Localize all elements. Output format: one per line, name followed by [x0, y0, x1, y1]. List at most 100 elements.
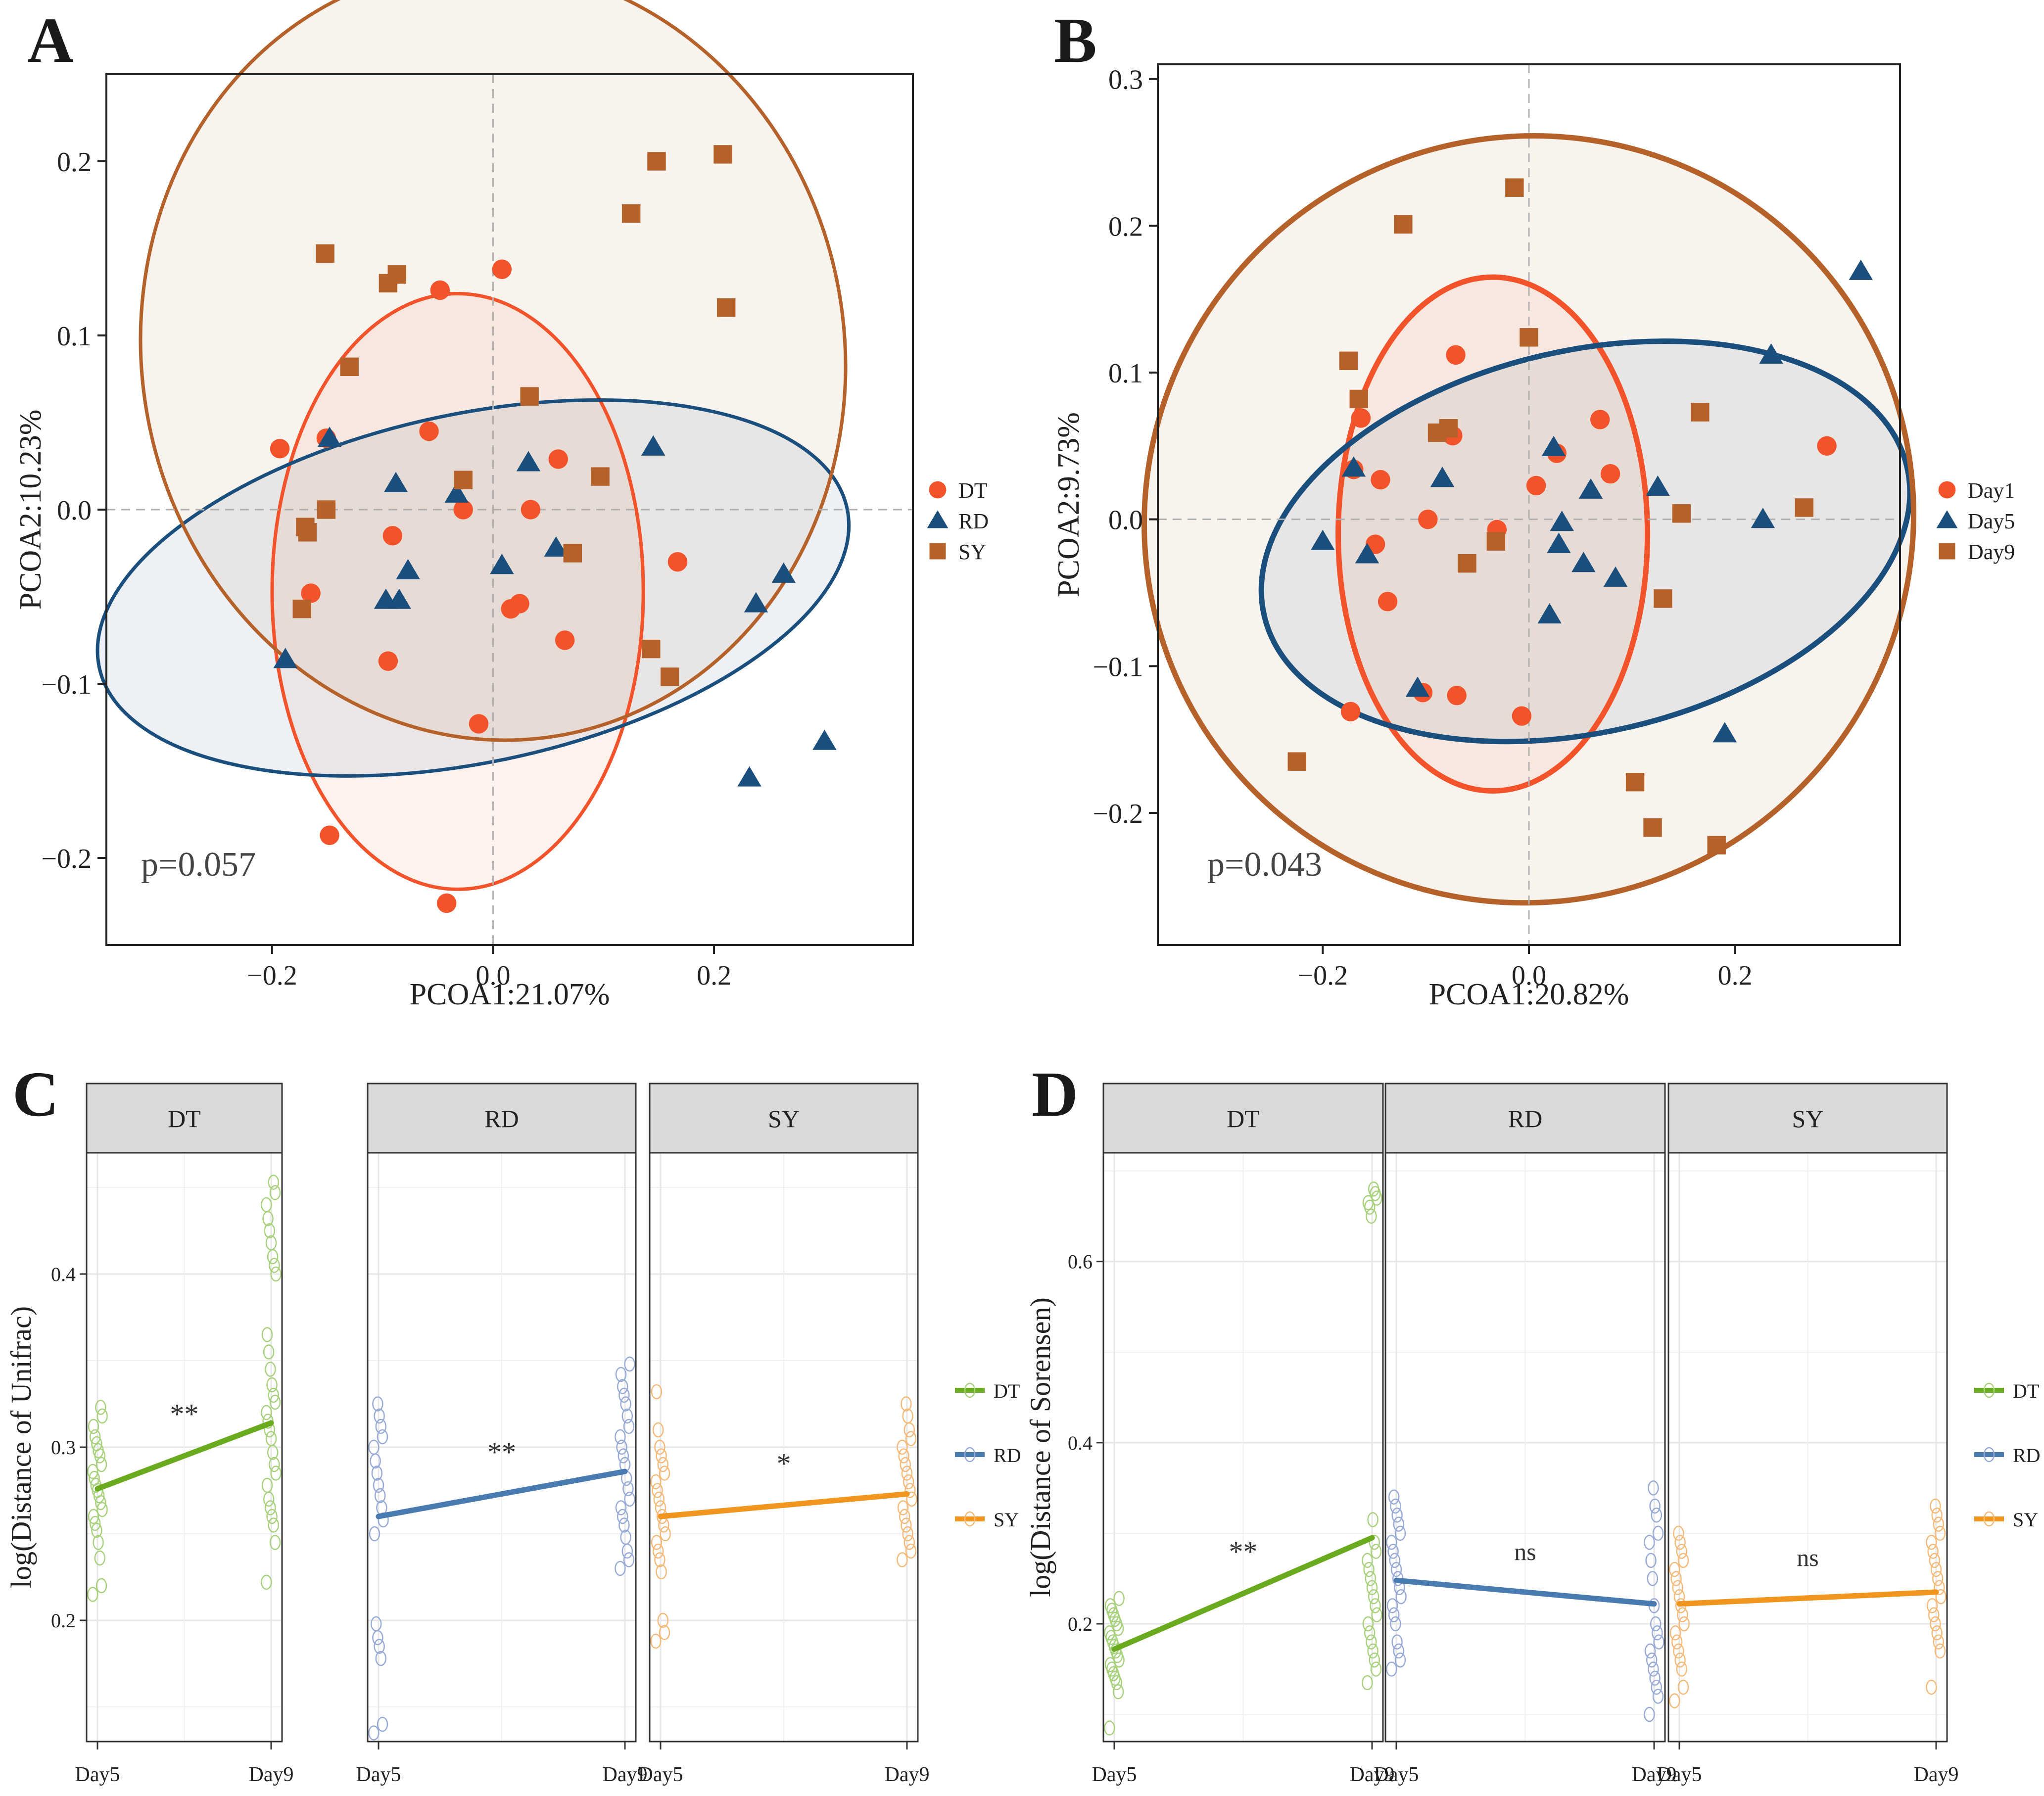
- data-point-day5: [1673, 1525, 1684, 1541]
- facet-strip-label: SY: [768, 1105, 800, 1133]
- data-point-sy: [520, 387, 539, 406]
- data-point-day9: [1926, 1679, 1937, 1695]
- data-point-day5: [651, 1384, 663, 1400]
- data-point-day9: [617, 1509, 628, 1524]
- data-point-day9: [898, 1448, 909, 1464]
- facet-strip: [649, 1083, 919, 1154]
- data-point-rd: [444, 482, 469, 503]
- data-point-day9: [1366, 1580, 1378, 1596]
- facet-sy: SY ns Day5 Day9: [1657, 1083, 1958, 1786]
- data-point-day9: [269, 1535, 281, 1550]
- data-point-day5: [93, 1443, 104, 1459]
- legend-label-rd: RD: [2013, 1444, 2041, 1466]
- x-tick-label: −0.2: [1298, 960, 1348, 991]
- data-point-rd: [396, 559, 420, 579]
- data-point-day5: [1405, 676, 1430, 697]
- data-point-day9: [1370, 1598, 1381, 1613]
- data-point-day5: [659, 1465, 670, 1481]
- data-point-day9: [1930, 1616, 1941, 1632]
- y-tick-label: 0.2: [51, 1609, 76, 1632]
- y-tick-label: −0.2: [1093, 799, 1143, 829]
- y-axis-label: log(Distance of Sorensen): [1024, 1297, 1056, 1597]
- legend-marker-rd: [1983, 1447, 1995, 1463]
- data-point-day5: [374, 1639, 385, 1654]
- data-point-day5: [1541, 435, 1566, 456]
- data-point-day9: [901, 1517, 912, 1533]
- data-point-rd: [744, 592, 768, 613]
- facet-rd: RD ** Day5 Day9: [356, 1083, 647, 1786]
- data-point-day9: [897, 1500, 909, 1515]
- facet-sy: SY * Day5 Day9: [638, 1083, 930, 1786]
- data-point-day5: [659, 1625, 670, 1640]
- data-point-day9: [1651, 1679, 1663, 1695]
- facet-frame: [367, 1152, 637, 1743]
- data-point-day5: [1571, 552, 1596, 572]
- y-tick-label: −0.1: [41, 669, 92, 700]
- data-point-day1: [1351, 408, 1371, 428]
- data-point-day5: [87, 1464, 98, 1479]
- panel-letter: A: [27, 5, 74, 76]
- data-point-day5: [1712, 722, 1737, 743]
- data-point-day9: [1362, 1553, 1373, 1568]
- data-point-day5: [87, 1587, 98, 1602]
- y-tick-label: 0.6: [1068, 1251, 1093, 1273]
- data-point-day5: [96, 1502, 108, 1517]
- data-point-day9: [268, 1387, 280, 1403]
- legend-marker-sy: [1983, 1511, 1995, 1527]
- data-point-day1: [1371, 470, 1390, 490]
- x-tick-label: Day9: [885, 1763, 930, 1786]
- data-point-day9: [261, 1477, 273, 1493]
- data-point-day1: [1447, 685, 1467, 706]
- data-point-day9: [623, 1418, 635, 1434]
- y-tick-label: 0.3: [51, 1436, 76, 1459]
- data-point-day5: [95, 1400, 106, 1415]
- data-point-day5: [377, 1429, 388, 1445]
- data-point-day9: [621, 1408, 633, 1424]
- data-point-day5: [652, 1422, 664, 1438]
- confidence-ellipse-day1: [1335, 274, 1651, 794]
- data-point-day9: [1934, 1643, 1946, 1659]
- data-point-day9: [1930, 1561, 1942, 1577]
- p-value-annotation: p=0.057: [141, 846, 256, 884]
- data-point-day5: [88, 1418, 99, 1434]
- significance-label: ns: [1797, 1544, 1818, 1571]
- data-point-sy: [317, 500, 336, 519]
- legend-label-sy: SY: [994, 1509, 1019, 1531]
- data-point-sy: [716, 298, 736, 317]
- data-point-day9: [615, 1367, 627, 1382]
- data-point-day9: [1672, 504, 1691, 523]
- data-point-day9: [904, 1483, 916, 1498]
- data-point-day5: [1759, 343, 1783, 364]
- data-point-day5: [1677, 1553, 1689, 1568]
- legend-marker-rd: [964, 1447, 976, 1463]
- data-point-day9: [1646, 1652, 1658, 1668]
- data-point-day5: [1391, 1508, 1403, 1523]
- x-tick-label: 0.0: [1512, 960, 1546, 991]
- data-point-day9: [1652, 1689, 1664, 1704]
- data-point-day5: [377, 1716, 388, 1732]
- data-point-day5: [1311, 529, 1335, 550]
- data-point-day9: [1439, 419, 1458, 438]
- y-tick-label: 0.2: [1068, 1613, 1093, 1635]
- data-point-rd: [490, 554, 514, 574]
- y-axis-label: log(Distance of Unifrac): [5, 1306, 37, 1588]
- data-point-day9: [1366, 1208, 1377, 1224]
- data-point-day5: [91, 1522, 102, 1538]
- facet-frame: [1667, 1152, 1948, 1743]
- data-point-day9: [1926, 1598, 1938, 1613]
- data-point-day9: [269, 1394, 281, 1410]
- data-point-day9: [903, 1474, 914, 1490]
- data-point-rd: [812, 729, 837, 750]
- data-point-day9: [1648, 1661, 1659, 1677]
- data-point-day9: [1368, 1589, 1379, 1605]
- data-point-day9: [261, 1327, 273, 1342]
- data-point-day9: [1691, 403, 1710, 422]
- data-point-day5: [1673, 1643, 1684, 1659]
- data-point-day5: [372, 1396, 383, 1412]
- data-point-dt: [382, 526, 403, 546]
- data-point-day5: [1677, 1679, 1689, 1695]
- trend-line-dt: [95, 1420, 274, 1492]
- data-point-day5: [1671, 1634, 1683, 1650]
- trend-line-dt: [1111, 1535, 1375, 1652]
- data-point-day5: [91, 1436, 102, 1452]
